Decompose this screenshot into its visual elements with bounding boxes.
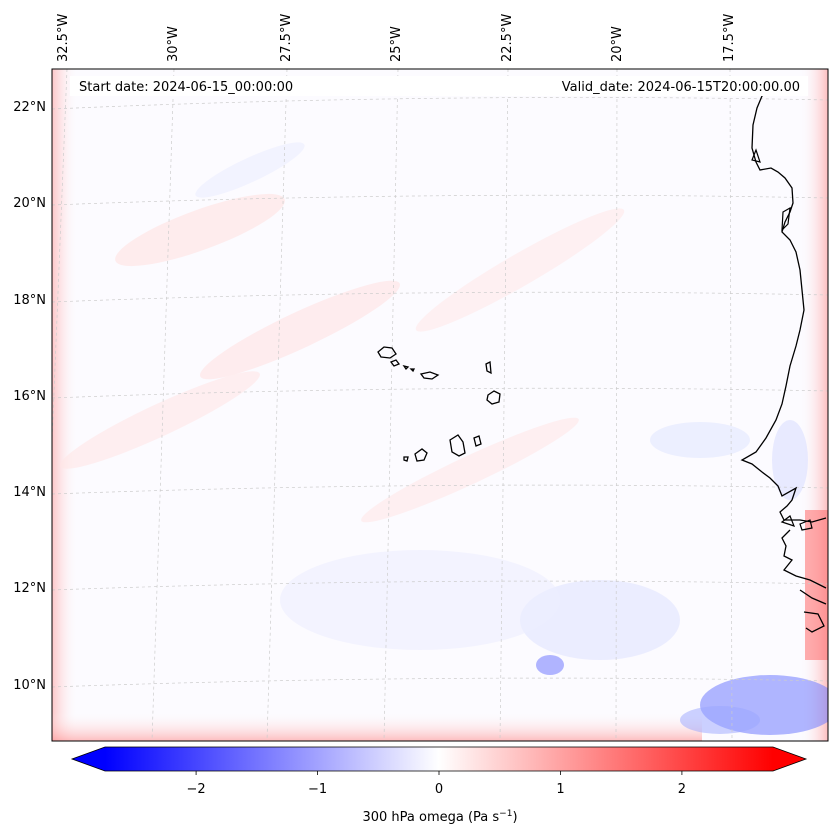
colorbar-tick-label: −2 [187,782,206,797]
lat-label: 16°N [13,389,46,404]
colorbar-gradient [105,747,773,771]
lon-label: 27.5°W [279,14,294,62]
colorbar-tick-label: −1 [308,782,327,797]
latitude-labels: 22°N 20°N 18°N 16°N 14°N 12°N 10°N [13,100,46,693]
african-coastline [740,89,827,633]
map-frame [51,68,829,742]
lon-label: 30°W [166,26,181,62]
valid-date-label: Valid_date: 2024-06-15T20:00:00.00 [562,80,800,95]
map-panel [52,69,828,741]
lon-label: 22.5°W [500,14,515,62]
colorbar-tick-label: 1 [556,782,564,797]
lat-label: 14°N [13,485,46,500]
lat-label: 10°N [13,678,46,693]
cape-verde-islands [377,346,501,462]
header-box [70,76,808,96]
lon-label: 17.5°W [722,14,737,62]
lon-label: 32.5°W [56,14,71,62]
lat-label: 18°N [13,293,46,308]
colorbar-tick-label: 0 [435,782,443,797]
colorbar-max-extend [773,747,806,771]
colorbar-label: 300 hPa omega (Pa s−1) [362,809,517,825]
coast-islands [751,148,813,531]
lat-label: 20°N [13,196,46,211]
colorbar: −2 −1 0 1 2 300 hPa omega (Pa s−1) [70,746,808,825]
colorbar-min-extend [72,747,105,771]
colorbar-ticks: −2 −1 0 1 2 [187,771,686,797]
graticule [52,69,828,741]
lat-label: 12°N [13,581,46,596]
start-date-label: Start date: 2024-06-15_00:00:00 [79,80,293,95]
colorbar-outline [70,746,808,772]
lat-label: 22°N [13,100,46,115]
longitude-labels: 32.5°W 30°W 27.5°W 25°W 22.5°W 20°W 17.5… [56,14,737,62]
colorbar-tick-label: 2 [678,782,686,797]
lon-label: 20°W [610,26,625,62]
omega-field [52,69,828,741]
lon-label: 25°W [389,26,404,62]
